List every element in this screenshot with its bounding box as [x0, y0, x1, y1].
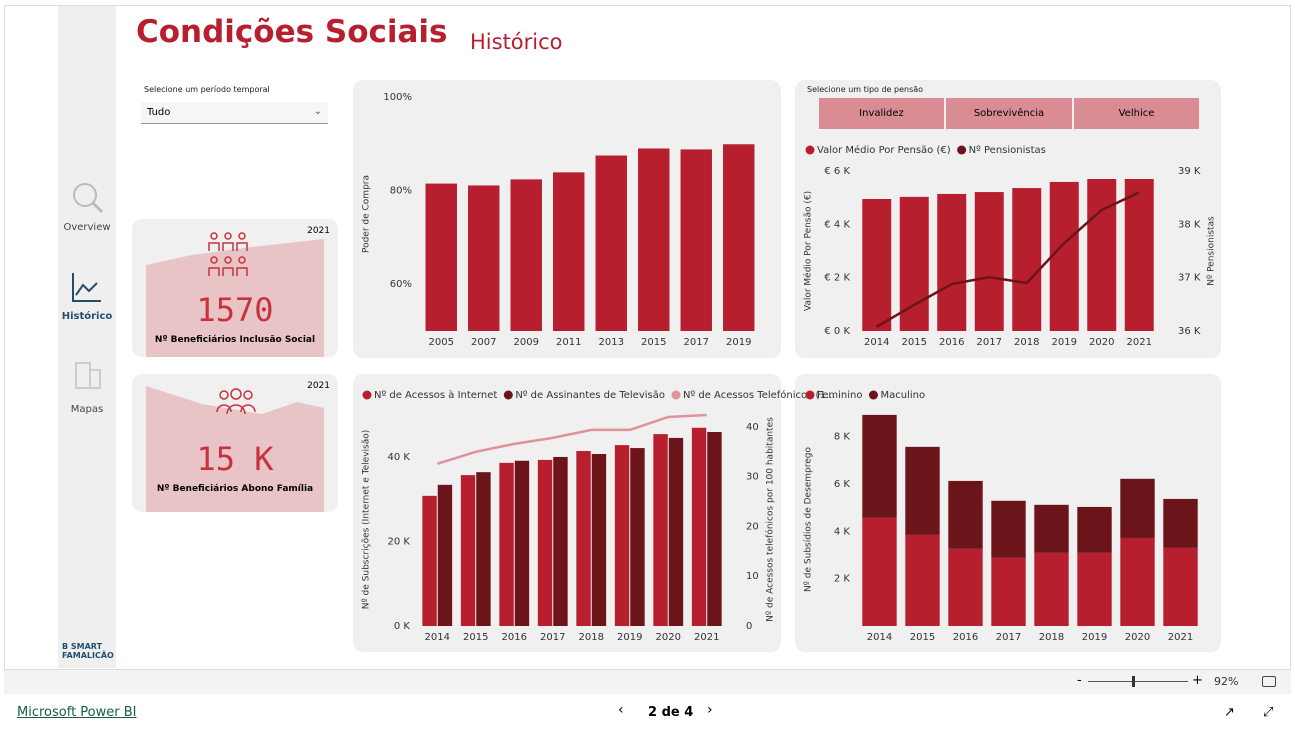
- fit-icon[interactable]: [1262, 676, 1276, 687]
- logo-line: B SMART: [62, 642, 103, 651]
- logo-line: FAMALICÃO: [62, 651, 114, 660]
- nav-mapas[interactable]: Mapas: [70, 404, 104, 415]
- share-icon[interactable]: ↗: [1224, 705, 1235, 720]
- mapas-icon: [75, 362, 101, 389]
- people-icon: [208, 232, 248, 276]
- kpi-area: [146, 386, 324, 512]
- period-dropdown[interactable]: Tudo ⌄: [141, 102, 328, 124]
- page-indicator: 2 de 4: [648, 705, 694, 720]
- chart-panel: [795, 374, 1221, 652]
- kpi-card: 2021 15 K Nº Beneficiários Abono Família: [132, 374, 338, 512]
- zoom-plus[interactable]: +: [1192, 673, 1203, 688]
- slicer-label: Selecione um tipo de pensão: [807, 85, 924, 94]
- pension-option[interactable]: Velhice: [1074, 98, 1199, 129]
- group-icon: [216, 388, 256, 415]
- kpi-area: [146, 239, 324, 357]
- nav-overview[interactable]: Overview: [63, 222, 111, 233]
- report-title: Condições Sociais: [136, 14, 448, 50]
- zoom-level: 92%: [1214, 675, 1239, 688]
- next-page[interactable]: ›: [707, 702, 713, 718]
- kpi-label: Nº Beneficiários Abono Família: [156, 484, 314, 494]
- report-subtitle: Histórico: [470, 30, 563, 54]
- brand-link[interactable]: Microsoft Power BI: [17, 705, 137, 720]
- status-bar: [4, 669, 1291, 694]
- kpi-card: 2021 1570 Nº Beneficiários Inclusão Soci…: [132, 219, 338, 357]
- overview-icon: [73, 183, 104, 214]
- nav-historico[interactable]: Histórico: [61, 311, 113, 322]
- chart-panel: [353, 80, 781, 358]
- historico-icon: [72, 273, 101, 302]
- zoom-slider[interactable]: [1088, 676, 1188, 687]
- chart-panel: [353, 374, 781, 652]
- kpi-year: 2021: [307, 226, 330, 236]
- dropdown-value: Tudo: [147, 107, 171, 118]
- kpi-label: Nº Beneficiários Inclusão Social: [154, 335, 316, 345]
- kpi-value: 15 K: [196, 440, 274, 478]
- sidebar: [58, 6, 116, 668]
- kpi-value: 1570: [196, 291, 274, 329]
- prev-page[interactable]: ‹: [618, 702, 624, 718]
- kpi-year: 2021: [307, 381, 330, 391]
- pension-option[interactable]: Invalidez: [819, 98, 944, 129]
- fullscreen-icon[interactable]: ⤢: [1263, 705, 1274, 720]
- zoom-minus[interactable]: -: [1077, 673, 1082, 688]
- logo: B SMART FAMALICÃO: [62, 642, 114, 660]
- pension-option[interactable]: Sobrevivência: [946, 98, 1072, 129]
- slicer-label: Selecione um período temporal: [144, 85, 270, 94]
